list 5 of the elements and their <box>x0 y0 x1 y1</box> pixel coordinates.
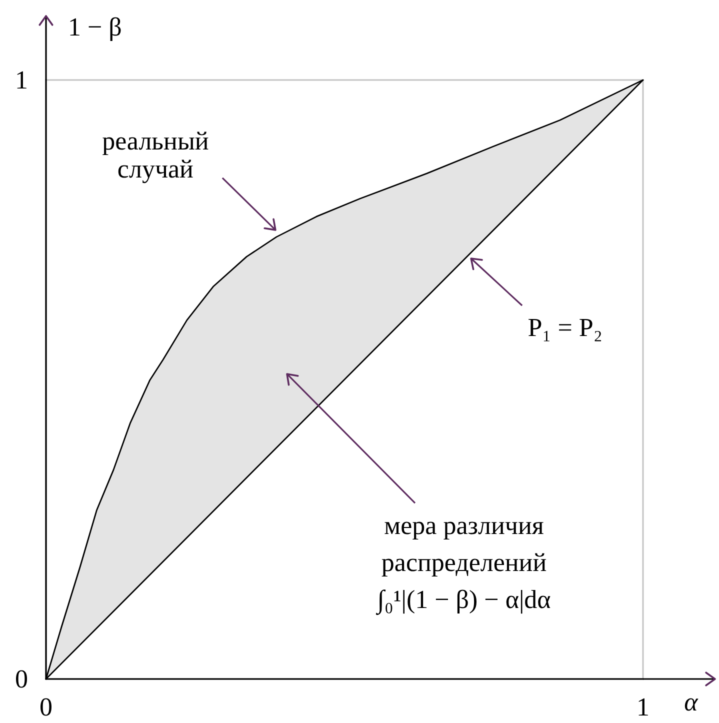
x-axis-title: α <box>684 688 700 716</box>
annotation: мера различия распределений ∫₀¹|(1 − β) − α|dα <box>375 511 552 616</box>
annotation: P₁ = P₂ <box>528 313 602 342</box>
annotation: реальный случай <box>102 126 209 184</box>
y-axis-title: 1 − β <box>68 12 122 42</box>
